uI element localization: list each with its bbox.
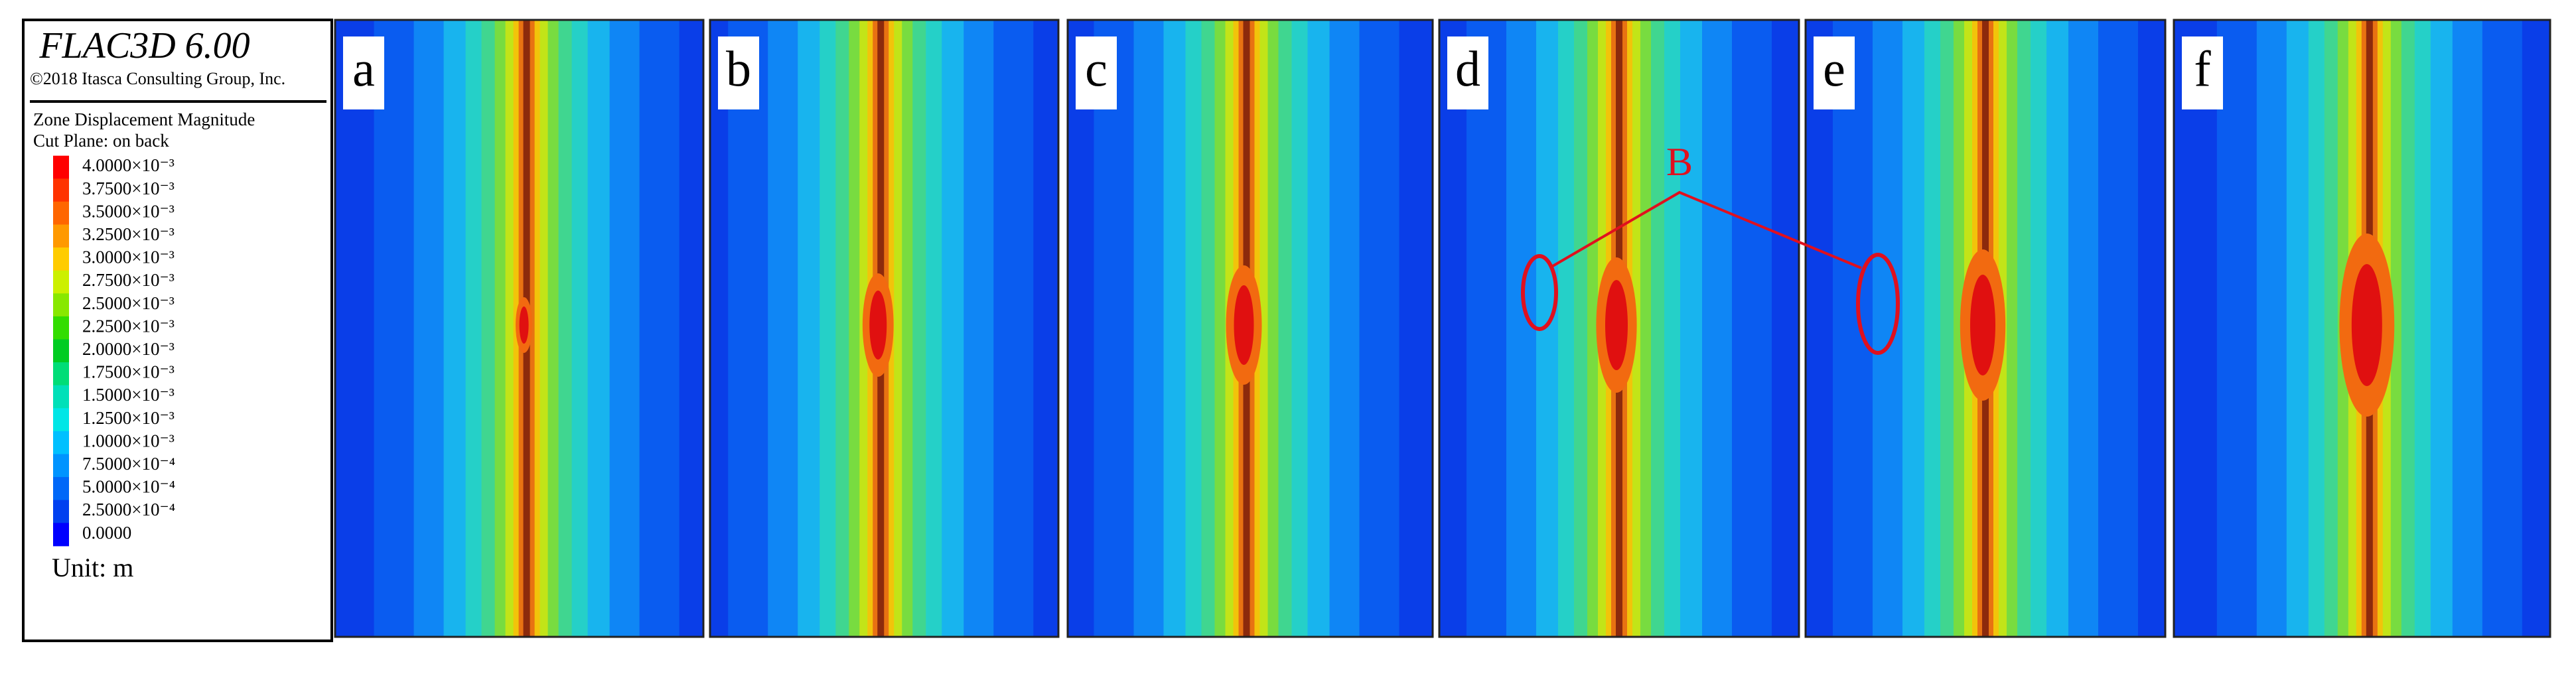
legend-box (22, 19, 333, 642)
legend-label: 3.5000×10⁻³ (82, 201, 175, 221)
hotspot-core (2351, 264, 2382, 386)
legend-label: 4.0000×10⁻³ (82, 155, 175, 175)
annotation-ring (1521, 254, 1558, 331)
panel-frame (334, 19, 705, 638)
legend-label: 3.2500×10⁻³ (82, 224, 175, 244)
legend-swatch (53, 201, 69, 225)
legend-swatch (53, 454, 69, 478)
legend-swatch (53, 339, 69, 363)
legend-cut-plane: Cut Plane: on back (33, 131, 169, 151)
contour-panel (2174, 20, 2550, 637)
panel-label-box (2182, 36, 2223, 109)
hotspot-core (1234, 285, 1254, 365)
legend-swatch (53, 155, 69, 179)
legend-swatch (53, 385, 69, 409)
legend-label: 7.5000×10⁻⁴ (82, 454, 175, 474)
hotspot-core (1605, 280, 1628, 370)
legend-title: FLAC3D 6.00 (38, 25, 250, 66)
panel-frame (2173, 19, 2551, 638)
annotation-ring (1856, 253, 1900, 355)
panel-frame (1804, 19, 2167, 638)
legend-label: 0.0000 (82, 523, 131, 543)
hotspot-core (519, 306, 529, 344)
legend-swatch (53, 431, 69, 454)
legend-label: 1.7500×10⁻³ (82, 362, 175, 382)
legend-copyright: ©2018 Itasca Consulting Group, Inc. (30, 69, 285, 88)
panel-label-box (1447, 36, 1488, 109)
legend-swatch (53, 270, 69, 294)
legend-label: 2.2500×10⁻³ (82, 316, 175, 336)
legend-swatch (53, 500, 69, 523)
legend-swatch (53, 362, 69, 386)
panel-label: b (726, 41, 751, 97)
panel-label: e (1823, 41, 1845, 97)
legend-label: 1.2500×10⁻³ (82, 408, 175, 428)
legend-label: 2.5000×10⁻⁴ (82, 500, 175, 519)
legend-swatch (53, 316, 69, 340)
panel-label-box (1814, 36, 1855, 109)
legend-quantity: Zone Displacement Magnitude (33, 109, 255, 129)
contour-panel (1439, 20, 1799, 637)
contour-panel (710, 20, 1058, 637)
annotation-label: B (1666, 140, 1693, 184)
legend-label: 3.7500×10⁻³ (82, 178, 175, 198)
legend-label: 2.0000×10⁻³ (82, 339, 175, 359)
panel-label-box (343, 36, 384, 109)
panel-frame (709, 19, 1060, 638)
legend-swatch (53, 224, 69, 248)
contour-panel (1806, 20, 2165, 637)
legend-swatch (53, 293, 69, 317)
annotation-leader (1551, 190, 1862, 269)
legend-label: 3.0000×10⁻³ (82, 247, 175, 267)
panel-label: f (2194, 41, 2211, 97)
legend-label: 1.5000×10⁻³ (82, 385, 175, 405)
legend-swatch (53, 408, 69, 432)
legend-label: 1.0000×10⁻³ (82, 431, 175, 450)
legend-swatch (53, 247, 69, 271)
panel-label-box (718, 36, 759, 109)
contour-panel (1068, 20, 1433, 637)
legend-swatch (53, 523, 69, 547)
legend-swatch (53, 477, 69, 501)
panel-label-box (1076, 36, 1117, 109)
panel-frame (1066, 19, 1434, 638)
legend-label: 5.0000×10⁻⁴ (82, 477, 175, 497)
legend-label: 2.7500×10⁻³ (82, 270, 175, 290)
hotspot-core (869, 291, 887, 360)
panel-frame (1438, 19, 1800, 638)
panel-label: a (352, 41, 375, 97)
legend-swatch (53, 178, 69, 202)
legend-label: 2.5000×10⁻³ (82, 293, 175, 313)
panels: a b c d e f (334, 19, 2551, 638)
panel-label: d (1455, 41, 1480, 97)
legend-unit: Unit: m (52, 553, 133, 582)
panel-label: c (1085, 41, 1108, 97)
hotspot-core (1970, 275, 1995, 375)
contour-panel (335, 20, 703, 637)
